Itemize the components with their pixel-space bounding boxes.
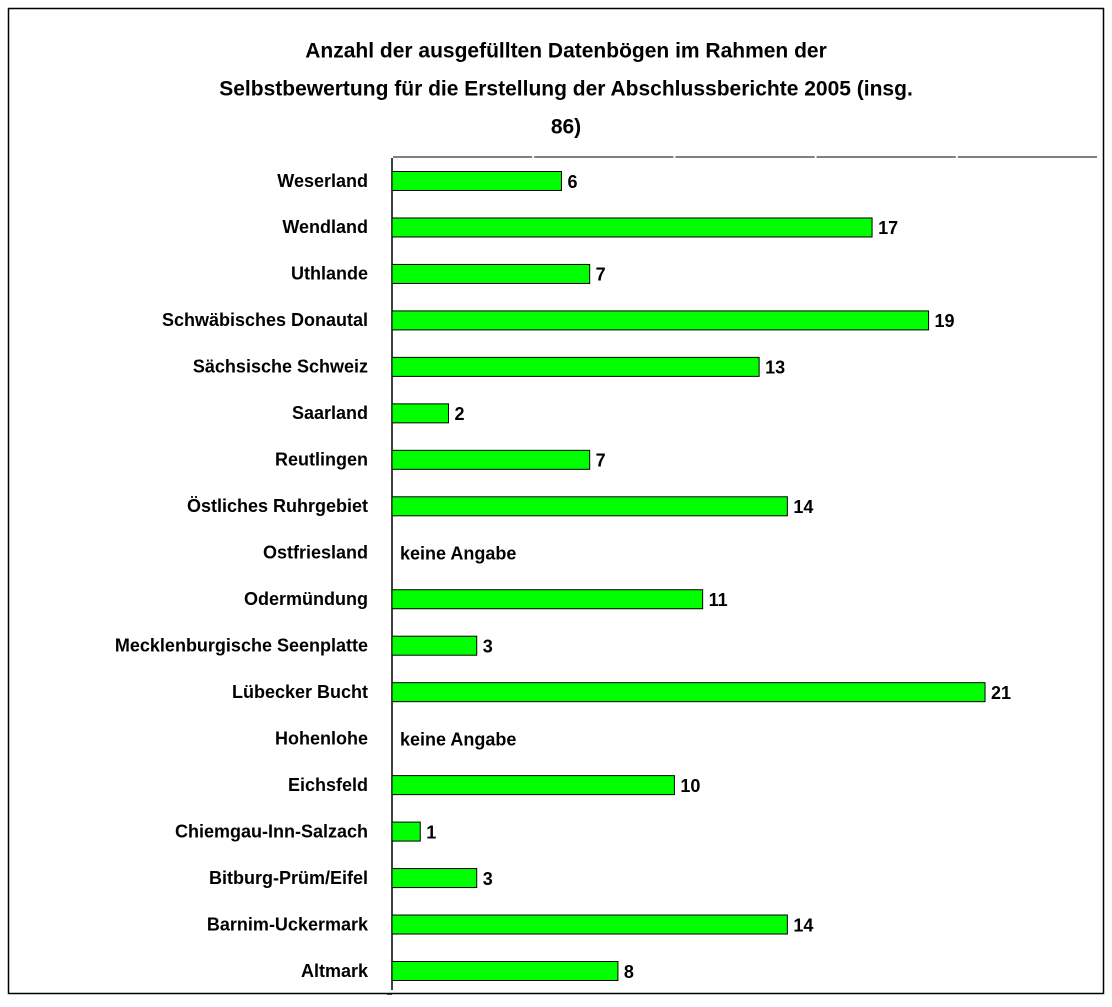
bar bbox=[391, 589, 704, 610]
bar bbox=[391, 403, 449, 424]
value-label: 19 bbox=[935, 311, 955, 331]
category-label: Odermündung bbox=[244, 589, 368, 609]
category-label: Mecklenburgische Seenplatte bbox=[115, 635, 368, 655]
value-label: 7 bbox=[596, 265, 606, 285]
bar bbox=[391, 496, 788, 517]
bar bbox=[391, 263, 591, 284]
bar bbox=[391, 961, 619, 981]
category-label: Barnim-Uckermark bbox=[207, 914, 369, 934]
value-label: 7 bbox=[596, 451, 606, 471]
value-label: 10 bbox=[680, 776, 700, 796]
category-label: Lübecker Bucht bbox=[232, 682, 368, 702]
category-label: Eichsfeld bbox=[288, 775, 368, 795]
category-label: Uthlande bbox=[291, 264, 368, 284]
category-label: Weserland bbox=[277, 171, 368, 191]
category-label: Sächsische Schweiz bbox=[193, 357, 368, 377]
bar bbox=[391, 682, 986, 703]
value-label: 1 bbox=[426, 822, 436, 842]
category-label: Reutlingen bbox=[275, 450, 368, 470]
value-label: 14 bbox=[793, 915, 813, 935]
bar bbox=[391, 356, 760, 377]
category-label: Chiemgau-Inn-Salzach bbox=[175, 821, 368, 841]
category-label: Östliches Ruhrgebiet bbox=[187, 496, 368, 516]
category-label: Wendland bbox=[282, 217, 368, 237]
bar bbox=[391, 868, 478, 889]
bar bbox=[391, 449, 591, 470]
bar bbox=[391, 310, 930, 331]
bar bbox=[391, 171, 562, 191]
category-label: Saarland bbox=[292, 403, 368, 423]
bar bbox=[391, 775, 675, 796]
category-label: Hohenlohe bbox=[275, 728, 368, 748]
bar bbox=[391, 217, 873, 238]
chart-title: Selbstbewertung für die Erstellung der A… bbox=[219, 78, 913, 101]
value-label: keine Angabe bbox=[400, 544, 516, 564]
category-label: Ostfriesland bbox=[263, 543, 368, 563]
value-label: 21 bbox=[991, 683, 1011, 703]
value-label: 3 bbox=[483, 869, 493, 889]
value-label: 3 bbox=[483, 636, 493, 656]
bar bbox=[391, 914, 788, 935]
value-label: 11 bbox=[709, 590, 728, 610]
value-label: 8 bbox=[624, 962, 634, 982]
bar bbox=[391, 821, 421, 842]
chart-title: 86) bbox=[551, 116, 581, 139]
value-label: keine Angabe bbox=[400, 729, 516, 749]
category-label: Bitburg-Prüm/Eifel bbox=[209, 868, 368, 888]
bar bbox=[391, 635, 478, 656]
value-label: 13 bbox=[765, 358, 785, 378]
value-label: 17 bbox=[878, 218, 898, 238]
chart-title: Anzahl der ausgefüllten Datenbögen im Ra… bbox=[305, 40, 827, 63]
value-label: 2 bbox=[454, 404, 464, 424]
category-label: Altmark bbox=[301, 961, 369, 981]
value-label: 6 bbox=[567, 172, 577, 192]
category-label: Schwäbisches Donautal bbox=[162, 310, 368, 330]
value-label: 14 bbox=[793, 497, 813, 517]
